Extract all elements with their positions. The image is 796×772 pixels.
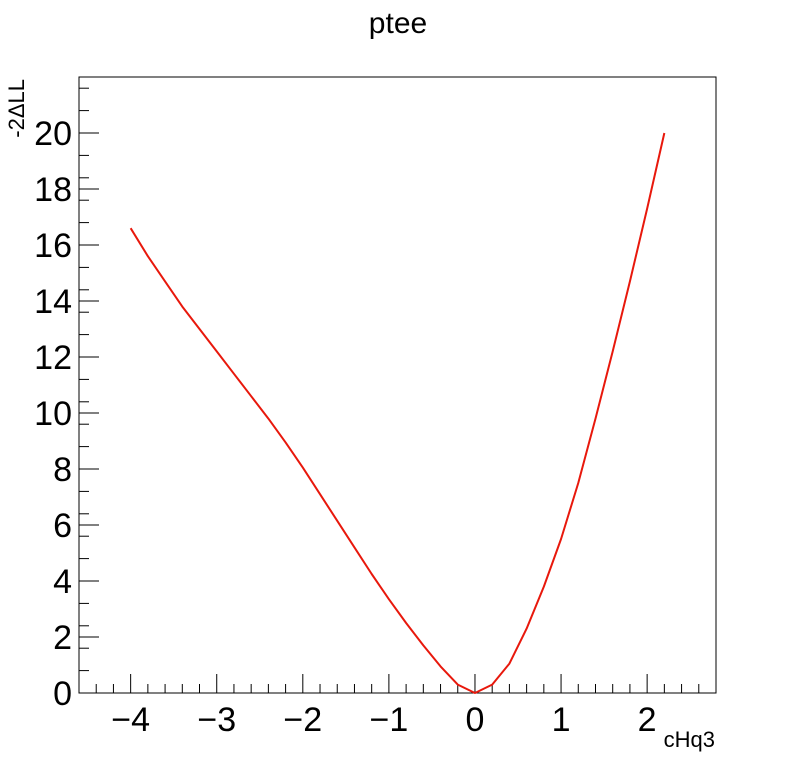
x-tick-label: −2 [283, 701, 322, 739]
y-axis: 0 2 4 6 8 10 12 14 16 18 20 [34, 115, 99, 713]
x-minor-ticks [78, 684, 717, 693]
y-tick-label: 12 [34, 339, 72, 377]
x-tick-label: −1 [370, 701, 409, 739]
y-tick-label: 8 [53, 451, 72, 489]
y-tick-label: 2 [53, 619, 72, 657]
x-axis-title: cHq3 [664, 727, 715, 752]
series-line [129, 132, 666, 694]
y-tick-label: 16 [34, 227, 72, 265]
x-tick-label: 1 [552, 701, 571, 739]
y-tick-label: 18 [34, 171, 72, 209]
y-tick-label: 20 [34, 115, 72, 153]
y-tick-label: 10 [34, 395, 72, 433]
y-tick-label: 0 [53, 675, 72, 713]
plot-frame [78, 76, 717, 694]
x-tick-label: −3 [197, 701, 236, 739]
y-tick-label: 4 [53, 563, 72, 601]
x-tick-label: 2 [638, 701, 657, 739]
series-group [129, 132, 666, 694]
chart-title: ptee [369, 7, 427, 40]
y-axis-title: -2ΔLL [4, 79, 29, 138]
y-tick-label: 14 [34, 283, 72, 321]
x-axis: −4 −3 −2 −1 0 1 2 [111, 674, 657, 739]
y-tick-label: 6 [53, 507, 72, 545]
x-tick-label: 0 [466, 701, 485, 739]
x-tick-label: −4 [111, 701, 150, 739]
